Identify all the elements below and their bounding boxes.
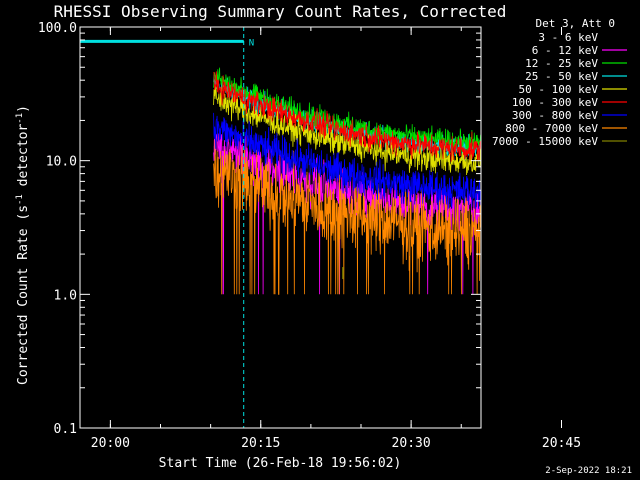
legend-entry-label: 50 - 100 keV bbox=[519, 83, 599, 96]
y-tick-label: 1.0 bbox=[54, 288, 77, 303]
series-line bbox=[213, 71, 481, 162]
y-axis-label: Corrected Count Rate (s-1 detector-1) bbox=[15, 105, 31, 385]
x-tick-label: 20:45 bbox=[542, 436, 581, 451]
x-tick-label: 20:30 bbox=[392, 436, 431, 451]
chart-title: RHESSI Observing Summary Count Rates, Co… bbox=[54, 2, 507, 21]
legend-entry-label: 300 - 800 keV bbox=[512, 109, 598, 122]
legend-entry-label: 6 - 12 keV bbox=[532, 44, 599, 57]
legend-entry-label: 25 - 50 keV bbox=[525, 70, 598, 83]
series-line bbox=[213, 131, 481, 226]
legend-entry-label: 12 - 25 keV bbox=[525, 57, 598, 70]
axes-layer: 0.11.010.0100.020:0020:1520:3020:4521:00… bbox=[38, 21, 581, 451]
night-label: N bbox=[249, 38, 254, 48]
series-line bbox=[213, 86, 481, 176]
x-tick-label: 20:00 bbox=[91, 436, 130, 451]
y-tick-label: 0.1 bbox=[54, 422, 77, 437]
legend-entry-label: 100 - 300 keV bbox=[512, 96, 598, 109]
plot-frame bbox=[79, 26, 482, 429]
date-stamp: 2-Sep-2022 18:21 bbox=[545, 466, 632, 476]
plot-area bbox=[213, 67, 481, 295]
x-tick-label: 20:15 bbox=[241, 436, 280, 451]
legend-entry-label: 3 - 6 keV bbox=[538, 31, 598, 44]
series-line bbox=[213, 112, 481, 211]
y-tick-label: 100.0 bbox=[38, 21, 77, 36]
x-axis-label: Start Time (26-Feb-18 19:56:02) bbox=[159, 456, 402, 471]
legend-entry-label: 800 - 7000 keV bbox=[505, 122, 598, 135]
legend-header: Det 3, Att 0 bbox=[536, 17, 615, 30]
y-tick-label: 10.0 bbox=[46, 155, 77, 170]
legend-entry-label: 7000 - 15000 keV bbox=[492, 135, 598, 148]
series-line bbox=[213, 132, 481, 295]
series-line bbox=[213, 140, 481, 295]
